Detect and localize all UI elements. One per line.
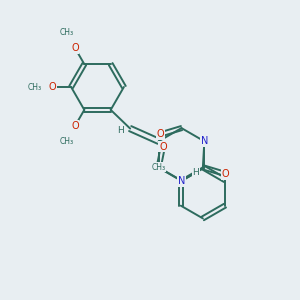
Text: O: O	[49, 82, 56, 92]
Text: O: O	[159, 142, 167, 152]
Text: CH₃: CH₃	[59, 136, 74, 146]
Text: CH₃: CH₃	[59, 28, 74, 38]
Text: H: H	[192, 168, 199, 177]
Text: H: H	[117, 126, 124, 135]
Text: N: N	[201, 136, 208, 146]
Text: O: O	[71, 43, 79, 53]
Text: CH₃: CH₃	[152, 163, 166, 172]
Text: O: O	[71, 121, 79, 131]
Text: O: O	[157, 129, 165, 139]
Text: N: N	[178, 176, 185, 186]
Text: CH₃: CH₃	[28, 82, 42, 91]
Text: O: O	[221, 169, 229, 179]
